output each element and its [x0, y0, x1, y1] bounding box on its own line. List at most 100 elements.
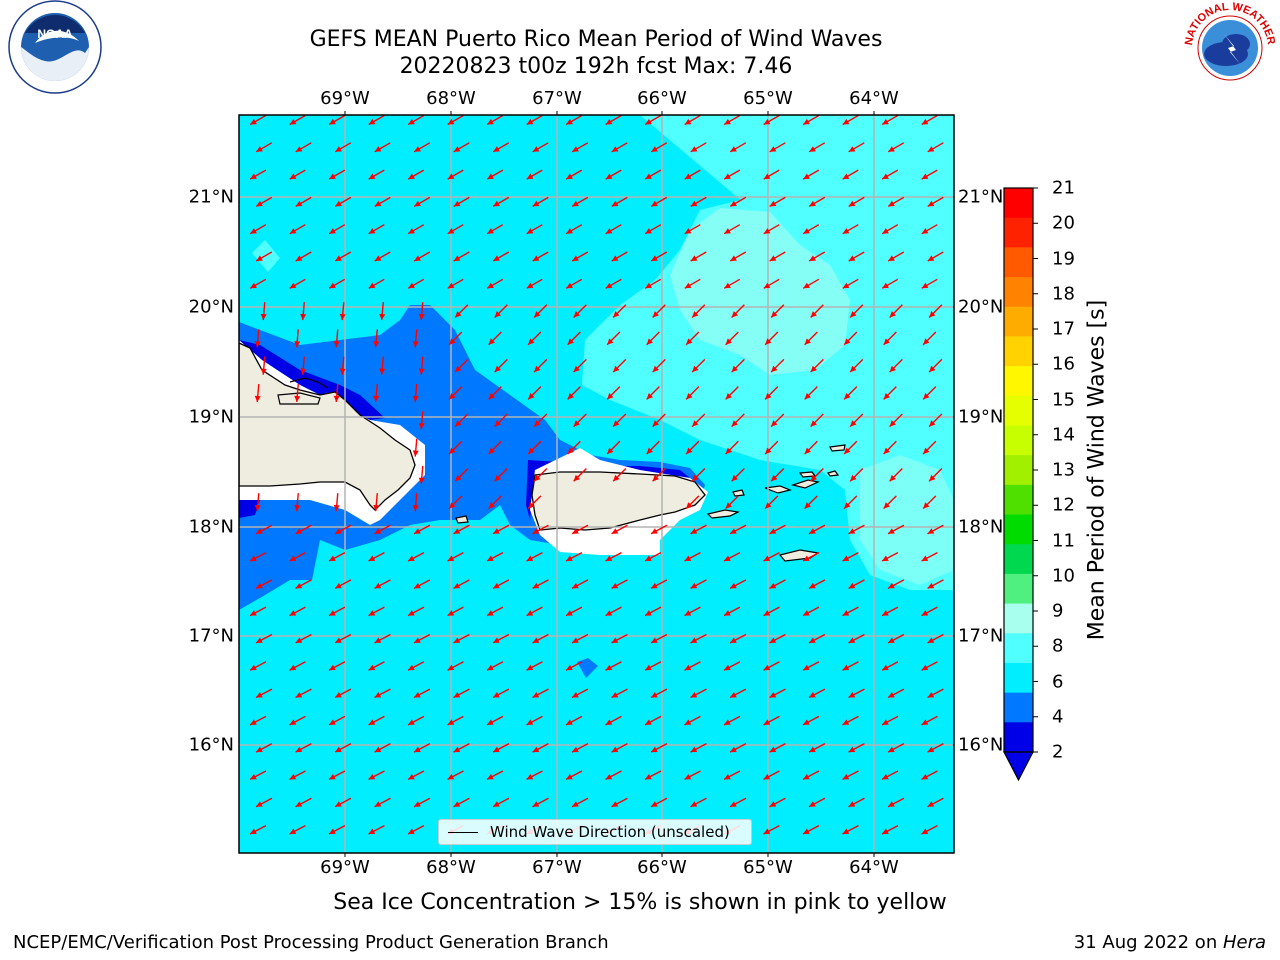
colorbar-segment [1004, 692, 1033, 723]
wave-direction-arrow [723, 169, 741, 180]
wave-direction-arrow [532, 251, 549, 262]
wave-direction-arrow [447, 606, 464, 617]
wave-direction-arrow [810, 413, 824, 428]
lon-label: 67°W [532, 857, 582, 878]
wave-direction-arrow [260, 356, 267, 375]
wave-direction-arrow [328, 770, 346, 781]
wave-direction-arrow [887, 797, 905, 808]
wave-direction-arrow [684, 661, 701, 671]
wave-direction-arrow [921, 661, 938, 671]
colorbar-segment [1004, 722, 1033, 753]
wave-direction-arrow [453, 688, 470, 699]
wave-direction-arrow [565, 770, 583, 781]
wave-direction-arrow [453, 196, 470, 208]
colorbar-segment [1004, 514, 1033, 545]
lon-label: 66°W [637, 88, 687, 109]
land-hispaniola [239, 342, 416, 511]
wave-direction-arrow [729, 688, 747, 699]
wave-direction-arrow [770, 358, 785, 373]
wave-direction-arrow [769, 579, 786, 589]
wave-direction-arrow [328, 278, 346, 289]
wave-direction-arrow [328, 824, 346, 835]
wave-direction-arrow [334, 688, 352, 699]
wave-direction-arrow [374, 797, 391, 808]
wave-direction-arrow [260, 302, 267, 321]
wave-direction-arrow [848, 524, 865, 535]
colorbar-segment [1004, 336, 1033, 367]
wave-direction-arrow [889, 468, 903, 482]
wave-direction-arrow [289, 770, 306, 781]
wave-direction-arrow [488, 440, 502, 455]
colorbar-tick-label: 12 [1052, 494, 1075, 516]
wave-direction-arrow [447, 169, 464, 180]
wave-direction-arrow [295, 196, 312, 208]
wave-direction-arrow [725, 495, 739, 510]
wave-direction-arrow [379, 302, 386, 321]
wave-direction-arrow [295, 142, 312, 153]
wave-direction-arrow [334, 743, 352, 753]
lon-label: 65°W [743, 88, 793, 109]
wave-direction-arrow [339, 302, 346, 321]
wave-direction-arrow [254, 329, 261, 348]
wave-direction-arrow [644, 715, 662, 726]
colorbar-tick-label: 11 [1052, 530, 1075, 551]
land-north-coast-islets [289, 377, 329, 389]
wave-direction-arrow [255, 797, 273, 808]
wave-direction-arrow [769, 524, 786, 535]
wave-direction-arrow [921, 169, 938, 180]
wave-direction-arrow [454, 358, 469, 373]
lat-label: 17°N [958, 625, 1004, 647]
wave-direction-arrow [368, 169, 385, 180]
wave-direction-arrow [763, 824, 780, 835]
wave-direction-arrow [571, 797, 589, 808]
wave-direction-arrow [412, 493, 419, 512]
wave-direction-arrow [333, 493, 340, 512]
wave-direction-arrow [368, 606, 385, 617]
wave-period-8-9-region-east [860, 455, 954, 585]
lon-label: 66°W [637, 857, 687, 878]
wave-direction-arrow [453, 142, 470, 153]
wave-direction-arrow [527, 331, 542, 346]
wave-direction-arrow [374, 743, 391, 753]
wave-direction-arrow [928, 358, 943, 373]
wave-direction-arrow [295, 251, 312, 262]
colorbar-segment [1004, 662, 1033, 694]
wave-direction-arrow [565, 169, 583, 180]
wave-direction-arrow [848, 797, 865, 808]
wave-direction-arrow [453, 633, 470, 644]
colorbar-tick-label: 18 [1052, 283, 1075, 305]
colorbar-segment [1004, 366, 1033, 397]
wave-direction-arrow [763, 715, 780, 726]
colorbar-tick-label: 10 [1052, 565, 1075, 587]
wave-direction-arrow [334, 797, 352, 808]
wave-direction-arrow [685, 331, 700, 346]
wave-direction-arrow [526, 115, 543, 126]
wave-direction-arrow [448, 495, 463, 510]
wave-direction-arrow [453, 251, 470, 262]
wave-direction-arrow [612, 304, 627, 318]
wave-direction-arrow [328, 715, 346, 726]
wave-direction-arrow [883, 331, 897, 346]
wave-direction-arrow [486, 224, 504, 235]
wave-direction-arrow [328, 115, 346, 126]
wave-direction-arrow [611, 688, 628, 699]
wave-direction-arrow [413, 743, 431, 753]
wave-direction-arrow [249, 715, 267, 726]
colorbar-segment [1004, 633, 1033, 664]
wave-direction-arrow [373, 493, 380, 512]
wave-direction-arrow [374, 579, 391, 589]
wave-direction-arrow [921, 115, 938, 126]
colorbar-segment [1004, 425, 1033, 456]
colorbar-tick-label: 16 [1052, 353, 1075, 375]
wave-direction-arrow [650, 743, 668, 753]
wave-direction-arrow [808, 633, 826, 644]
wave-direction-arrow [605, 661, 622, 671]
wave-direction-arrow [684, 606, 701, 617]
wave-direction-arrow [407, 115, 425, 126]
colorbar-tick-label: 13 [1052, 459, 1075, 481]
wave-direction-arrow [644, 606, 662, 617]
wave-direction-arrow [447, 770, 464, 781]
wave-direction-arrow [492, 688, 510, 699]
colorbar-segment [1004, 277, 1033, 308]
